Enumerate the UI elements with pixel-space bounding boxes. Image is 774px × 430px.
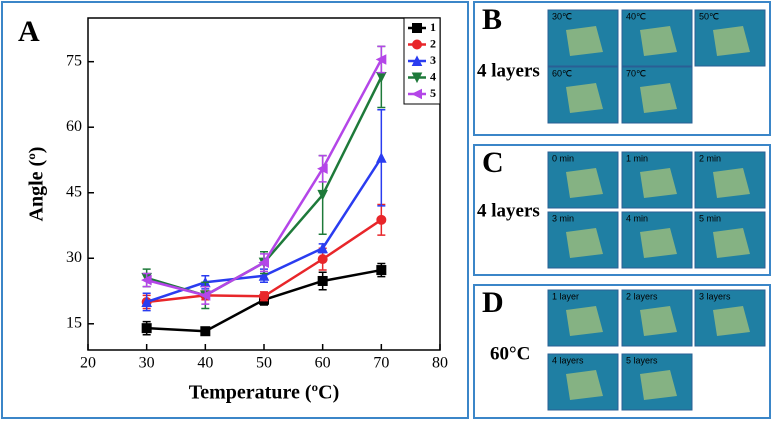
x-tick-label: 50 <box>256 355 272 372</box>
photo-sample <box>640 370 677 400</box>
photo-sample <box>566 306 603 336</box>
panel-label: B <box>482 3 502 36</box>
photo-caption: 3 min <box>552 213 574 223</box>
photo-caption: 3 layers <box>699 291 731 301</box>
y-tick-label: 75 <box>66 52 82 69</box>
legend-marker <box>411 55 423 66</box>
photo-caption: 0 min <box>552 153 574 163</box>
y-tick-label: 60 <box>66 118 82 135</box>
marker <box>376 214 387 225</box>
marker <box>317 189 328 201</box>
marker <box>200 326 211 337</box>
marker <box>199 290 211 301</box>
photo-sample <box>566 26 603 56</box>
panel-label: D <box>482 286 504 319</box>
y-tick-label: 30 <box>66 249 82 266</box>
panel-label: C <box>482 146 504 179</box>
marker <box>141 274 152 286</box>
panel-side-label: 4 layers <box>477 60 540 81</box>
legend-marker <box>411 72 423 84</box>
legend-label: 2 <box>430 36 436 50</box>
photo-sample <box>713 228 750 258</box>
x-tick-label: 60 <box>315 355 331 372</box>
legend-label: 4 <box>430 69 436 83</box>
photo-sample <box>713 26 750 56</box>
photo-caption: 5 layers <box>626 355 658 365</box>
photo-caption: 2 layers <box>626 291 658 301</box>
photo-sample <box>640 168 677 198</box>
marker <box>141 296 152 307</box>
photo-caption: 5 min <box>699 213 721 223</box>
marker <box>317 254 328 265</box>
marker <box>375 54 387 65</box>
x-tick-label: 20 <box>80 355 96 372</box>
photo-caption: 4 layers <box>552 355 584 365</box>
y-tick-label: 15 <box>66 314 82 331</box>
y-axis-label: Angle (º) <box>26 147 48 222</box>
photo-sample <box>566 83 603 113</box>
photo-sample <box>640 306 677 336</box>
panel-label: A <box>18 15 40 48</box>
photo-sample <box>566 228 603 258</box>
x-tick-label: 80 <box>432 355 448 372</box>
photo-sample <box>640 83 677 113</box>
photo-sample <box>713 306 750 336</box>
legend-marker <box>412 39 422 50</box>
marker <box>317 242 328 254</box>
photo-caption: 1 layer <box>552 291 579 301</box>
x-tick-label: 70 <box>373 355 389 372</box>
photo-caption: 1 min <box>626 153 648 163</box>
marker <box>259 291 269 302</box>
photo-caption: 4 min <box>626 213 648 223</box>
marker <box>258 257 269 268</box>
panel-frame <box>1 1 469 419</box>
marker <box>376 152 387 163</box>
photo-sample <box>566 168 603 198</box>
marker <box>376 265 387 276</box>
panel-side-label: 4 layers <box>477 200 540 221</box>
marker <box>317 275 328 286</box>
legend: 1 2 3 4 5 <box>403 17 441 105</box>
panel-side-label: 60°C <box>490 343 530 364</box>
legend-label: 3 <box>430 53 436 67</box>
marker <box>141 323 152 334</box>
marker <box>317 163 328 175</box>
photo-caption: 60℃ <box>552 68 572 78</box>
legend-marker <box>412 23 422 33</box>
photo-sample <box>713 168 750 198</box>
y-tick-label: 45 <box>66 183 82 200</box>
legend-label: 1 <box>430 20 436 34</box>
photo-sample <box>566 370 603 400</box>
x-axis-label: Temperature (ºC) <box>189 382 339 404</box>
x-tick-label: 40 <box>197 355 213 372</box>
legend-marker <box>411 88 422 100</box>
x-tick-label: 30 <box>139 355 155 372</box>
photo-sample <box>640 26 677 56</box>
legend-label: 5 <box>430 86 436 100</box>
marker <box>258 270 270 281</box>
photo-caption: 70℃ <box>626 68 646 78</box>
photo-caption: 30℃ <box>552 11 572 21</box>
photo-caption: 40℃ <box>626 11 646 21</box>
photo-sample <box>640 228 677 258</box>
photo-caption: 50℃ <box>699 11 719 21</box>
photo-caption: 2 min <box>699 153 721 163</box>
